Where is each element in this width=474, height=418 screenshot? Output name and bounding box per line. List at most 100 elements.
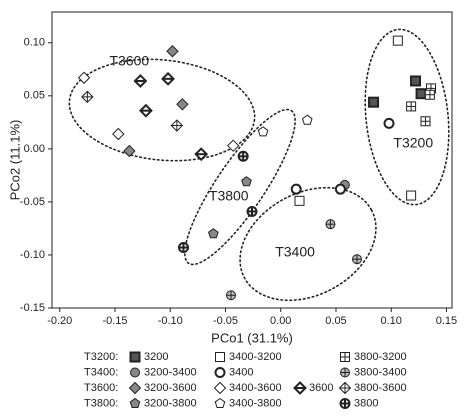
point [294,195,305,206]
x-tick-label: -0.20 [47,315,72,327]
point [351,254,362,265]
legend-marker [214,397,226,409]
cluster-ellipse [68,58,256,162]
marker-shape [294,195,305,206]
point [424,89,435,100]
point [334,183,346,195]
legend-marker [338,381,352,395]
point [415,88,427,100]
marker-shape [215,352,225,362]
legend-marker [129,351,141,363]
marker-shape [383,117,395,129]
point [290,183,302,195]
legend-label: 3200-3400 [144,366,197,378]
cluster-label: T3200 [393,134,433,150]
legend-label: 3400-3600 [229,382,282,394]
marker-shape [241,176,252,187]
y-tick-label: 0.10 [24,37,45,49]
x-tick-label: 0.05 [325,315,346,327]
legend-marker [339,398,351,409]
legend-marker [214,367,226,378]
legend-label: 3800 [354,397,378,409]
legend-label: 3200-3800 [144,397,197,409]
point [139,103,153,118]
marker-shape [213,381,227,395]
y-tick-label: 0.00 [24,143,45,155]
marker-shape [214,397,226,409]
marker-shape [129,397,141,409]
legend-marker [215,352,225,362]
marker-shape [129,351,141,363]
point [246,205,258,217]
legend-label: 3400-3200 [229,351,282,363]
point [161,71,175,86]
point [166,45,179,58]
point [77,71,91,84]
cluster-ellipse [364,28,450,206]
marker-shape [77,71,91,84]
marker-shape [130,367,140,378]
cluster-ellipse [184,108,296,266]
marker-shape [123,144,136,158]
x-tick-label: -0.15 [102,315,127,327]
x-tick-label: 0.00 [270,315,291,327]
legend-label: 3400-3800 [229,397,282,409]
point [406,101,417,112]
marker-shape [301,114,313,125]
x-tick-label: -0.05 [213,315,238,327]
y-tick-label: -0.05 [20,196,45,208]
marker-shape [112,127,125,141]
point [176,98,189,111]
y-tick-label: -0.10 [20,249,45,261]
point [325,219,336,230]
marker-shape [257,126,269,137]
cluster-label: T3400 [275,244,315,260]
marker-shape [334,183,346,195]
legend-marker [213,381,227,395]
marker-shape [227,139,240,152]
legend-group-label: T3600: [84,382,118,394]
point [406,190,417,201]
marker-shape [207,228,219,239]
point [207,228,219,239]
marker-shape [128,381,142,395]
point [410,75,422,87]
point [177,242,189,254]
marker-shape [406,190,417,201]
point [257,126,269,137]
x-tick-label: 0.10 [381,315,402,327]
plot-frame [51,11,453,309]
legend-marker [129,397,141,409]
cluster-label: T3600 [109,53,149,69]
point [301,114,313,125]
legend-label: 3800-3400 [354,366,407,378]
marker-shape [166,45,179,58]
point [368,96,380,108]
point [194,147,209,162]
point [241,176,252,187]
y-axis-label: PCo2 (11.1%) [7,120,22,201]
point [81,90,94,104]
point [227,139,240,152]
point [123,144,136,158]
marker-shape [392,35,403,46]
legend-marker [293,381,307,395]
point [170,119,184,132]
legend-label: 3800-3600 [354,382,407,394]
point [226,290,237,301]
legend-label: 3200 [144,351,168,363]
legend-label: 3600 [309,382,333,394]
point [420,116,431,127]
point [237,150,249,162]
y-tick-label: -0.15 [20,302,45,314]
legend-marker [340,352,350,362]
marker-shape [290,183,302,195]
cluster-label: T3800 [209,187,249,203]
marker-shape [176,98,189,111]
marker-shape [368,96,380,108]
x-tick-label: 0.15 [436,315,457,327]
point [112,127,125,141]
legend-marker [130,367,140,378]
point [383,117,395,129]
legend-group-label: T3200: [84,351,118,363]
